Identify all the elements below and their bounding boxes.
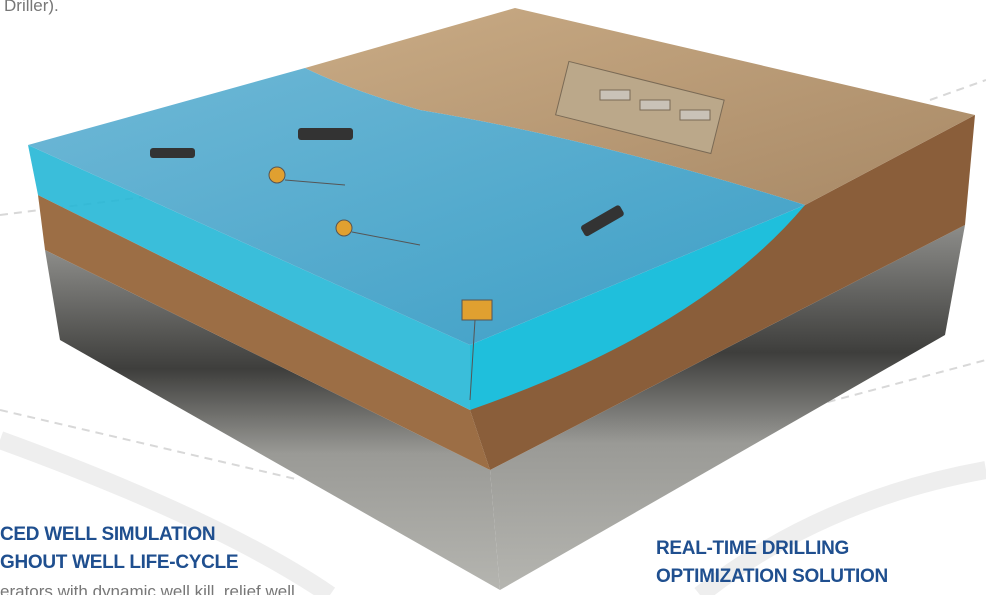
sediment-right bbox=[470, 115, 975, 470]
rock-right bbox=[490, 225, 965, 590]
background-arcs bbox=[0, 431, 986, 595]
vessels bbox=[150, 128, 624, 237]
right-title: REAL-TIME DRILLING bbox=[656, 538, 850, 559]
water-right bbox=[470, 205, 805, 410]
water-front bbox=[28, 145, 470, 410]
top-text: Driller). bbox=[4, 0, 59, 15]
left-body: erators with dynamic well kill, relief w… bbox=[0, 582, 295, 595]
left-title: CED WELL SIMULATION bbox=[0, 524, 216, 545]
sediment-front bbox=[38, 195, 490, 470]
left-title: GHOUT WELL LIFE-CYCLE bbox=[0, 552, 239, 573]
water-top bbox=[28, 68, 805, 345]
platforms bbox=[268, 166, 493, 401]
right-title: OPTIMIZATION SOLUTION bbox=[656, 566, 888, 587]
rock-front bbox=[45, 250, 500, 590]
facilities bbox=[554, 60, 725, 155]
